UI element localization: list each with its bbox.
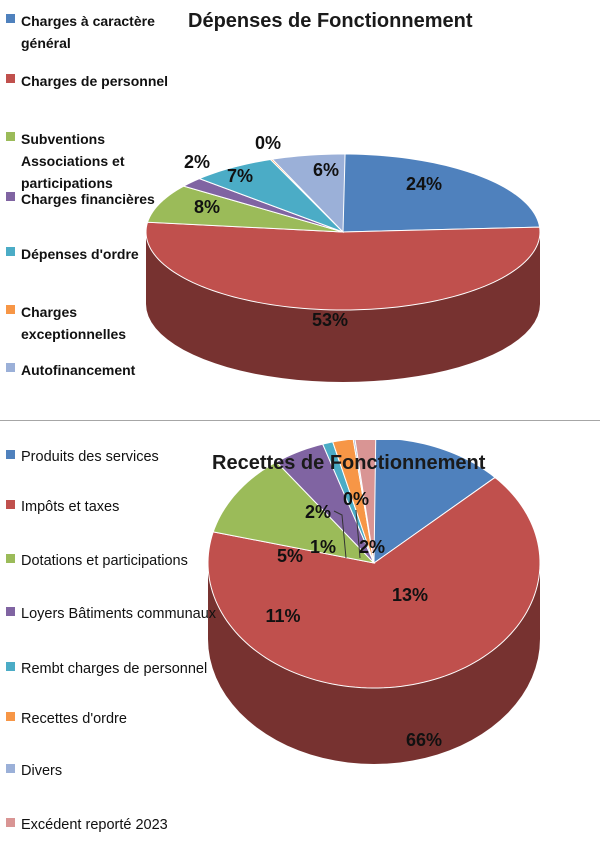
data-label: 1% [310, 537, 336, 557]
data-label: 0% [343, 489, 369, 509]
pie-slice [275, 443, 375, 564]
legend-label: Rembt charges de personnel [21, 661, 208, 677]
legend-swatch [6, 74, 15, 83]
legend-label: Charges financières [21, 191, 155, 207]
legend-label: Impôts et taxes [21, 499, 120, 515]
legend-swatch [6, 607, 15, 616]
data-label: 53% [312, 310, 348, 330]
pie-slice [198, 158, 344, 233]
legend-swatch [6, 764, 15, 773]
legend-label: Loyers Bâtiments communaux [21, 606, 217, 622]
legend-swatch [6, 450, 15, 459]
legend-swatch [6, 192, 15, 201]
pie-slice [212, 461, 376, 564]
pie-slice [207, 476, 541, 689]
data-label: 6% [313, 160, 339, 180]
legend-swatch [6, 500, 15, 509]
revenues-pie-chart: 13% 66% 11% 5% 1% 2% 0% 2% [207, 440, 541, 764]
expenses-pie-chart: 24% 53% 8% 2% 7%0% 6% [145, 133, 541, 382]
legend-label: Recettes d'ordre [21, 711, 127, 727]
pie-slice [145, 221, 541, 311]
pie-slice [271, 153, 346, 234]
legend-swatch [6, 712, 15, 721]
legend-label: Charges de personnel [21, 73, 169, 89]
section-divider [0, 420, 600, 421]
legend-swatch [6, 818, 15, 827]
data-label: 24% [406, 174, 442, 194]
data-label: 11% [265, 606, 300, 626]
pie-slice [354, 440, 377, 564]
legend-swatch [6, 363, 15, 372]
data-label: 0% [255, 133, 281, 153]
expenses-chart-panel: 24% 53% 8% 2% 7% 0% 6% Dépenses de Fonctionnem… [0, 0, 600, 418]
legend-swatch [6, 662, 15, 671]
data-label: 2% [305, 502, 331, 522]
legend-label: Dépenses d'ordre [21, 246, 139, 262]
legend-swatch [6, 554, 15, 563]
legend-label: Excédent reporté 2023 [21, 817, 168, 833]
legend-label: Dotations et participations [21, 553, 188, 569]
pie-slice [146, 185, 344, 233]
revenues-chart-title: Recettes de Fonctionnement [212, 452, 486, 474]
pie-slice-side [208, 563, 540, 764]
data-label: 8% [194, 197, 220, 217]
data-label: 2% [184, 152, 210, 172]
legend-swatch [6, 247, 15, 256]
legend-label: Subventions Associations et participatio… [21, 131, 125, 191]
data-label: 2% [359, 537, 385, 557]
pie-slice [373, 440, 496, 564]
data-label: 13% [392, 585, 428, 605]
leader-line [333, 510, 347, 559]
legend-label: Charges exceptionnelles [21, 304, 127, 342]
legend-swatch [6, 132, 15, 141]
data-label: 66% [406, 730, 442, 750]
pie-slice-side [146, 232, 540, 382]
pie-slice [342, 153, 541, 233]
legend-label: Autofinancement [21, 362, 136, 378]
legend-label: Divers [21, 763, 63, 779]
legend-label: Charges à caractère général [21, 13, 155, 51]
data-label: 7% [227, 166, 253, 186]
legend-swatch [6, 305, 15, 314]
pie-slice [332, 440, 375, 564]
expenses-chart-title: Dépenses de Fonctionnement [188, 10, 473, 32]
data-label: 5% [277, 546, 303, 566]
leader-line [355, 509, 361, 559]
legend-swatch [6, 14, 15, 23]
revenues-chart-panel: 13% 66% 11% 5% 1% 2% 0% 2% Recettes de Fonction… [0, 440, 600, 853]
legend-label: Produits des services [21, 449, 159, 465]
